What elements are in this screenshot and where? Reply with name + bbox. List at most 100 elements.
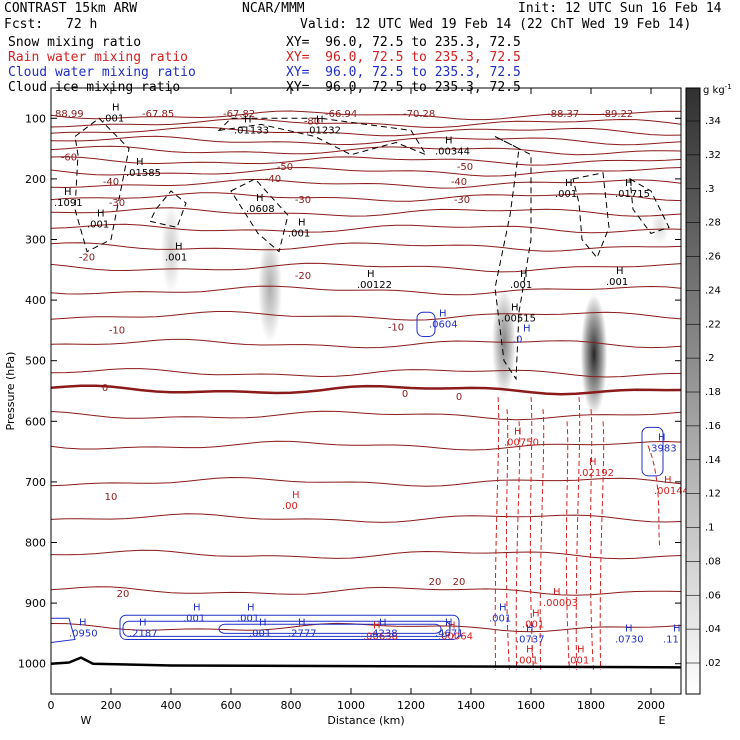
colorbar-tick-label: .3 [705, 184, 715, 195]
isotherm-line [51, 126, 681, 137]
isotherm-label: 20 [429, 577, 442, 588]
rain-label: .02192 [579, 468, 614, 479]
isotherm-line [51, 262, 681, 273]
isotherm-top-label: -70.28 [403, 109, 435, 120]
isotherm-line [51, 178, 681, 189]
snow-label: .01585 [126, 168, 161, 179]
snow-label-marker: H [367, 269, 375, 280]
rain-label: .00144 [654, 486, 689, 497]
isotherm-line [51, 384, 681, 396]
snow-label: .001 [288, 228, 310, 239]
rain-label: .00 [282, 501, 298, 512]
rain-contour [647, 445, 661, 549]
rain-label: .00750 [504, 438, 539, 449]
rain-label-marker: H [526, 645, 534, 656]
isotherm-label: -10 [109, 325, 125, 336]
colorbar-tick-label: .04 [705, 624, 721, 635]
isotherm-line [51, 145, 681, 156]
cloud-label-marker: H [139, 617, 147, 628]
x-tick-label: 1600 [517, 699, 545, 712]
cloud-label-marker: H [658, 433, 666, 444]
snow-label-marker: H [316, 114, 324, 125]
snow-label: .001 [165, 253, 187, 264]
colorbar-tick-label: .18 [705, 387, 721, 398]
isotherm-line [51, 110, 681, 121]
cloud-label-marker: H [193, 602, 201, 613]
isotherm-top-label: -89.22 [601, 109, 633, 120]
rain-label-marker: H [664, 475, 672, 486]
colorbar-tick-label: .1 [705, 523, 715, 534]
isotherm-line [51, 440, 681, 451]
snow-label: .001 [555, 189, 577, 200]
cloud-label: .3983 [648, 444, 677, 455]
snow-contour [149, 190, 187, 228]
y-tick-label: 600 [25, 415, 46, 428]
cloud-label: .4238 [369, 628, 398, 639]
rain-label-marker: H [589, 457, 597, 468]
rain-label-marker: H [373, 620, 381, 631]
colorbar-tick-label: .08 [705, 556, 721, 567]
isotherm-label: 0 [102, 383, 108, 394]
isotherm-label: -40 [451, 177, 467, 188]
snow-label-marker: H [256, 193, 264, 204]
cloud-label: .001 [183, 613, 205, 624]
isotherm-line [51, 410, 681, 421]
isotherm-label: -50 [277, 162, 293, 173]
snow-label: .001 [606, 277, 628, 288]
x-tick-label: 400 [161, 699, 182, 712]
rain-label-marker: H [514, 427, 522, 438]
colorbar-tick-label: .32 [705, 150, 721, 161]
axes: 0 200 400 600 800 1000 1200 1400 1600 1800 2000100… [18, 88, 681, 712]
isotherm-line [51, 242, 681, 252]
rain-label: .001 [522, 619, 544, 630]
colorbar-tick-label: .12 [705, 489, 721, 500]
isotherm-line [51, 513, 681, 523]
snow-contour [494, 136, 532, 381]
x-tick-label: 0 [48, 699, 55, 712]
cloud-label-marker: H [79, 617, 87, 628]
y-tick-label: 200 [25, 173, 46, 186]
snow-label-marker: H [298, 217, 306, 228]
y-tick-label: 500 [25, 355, 46, 368]
snow-label: .01232 [306, 125, 341, 136]
cloud-label: .0737 [516, 634, 545, 645]
field-snow-name: Snow mixing ratio [8, 35, 142, 50]
shaded-region [580, 294, 608, 416]
y-tick-label: 400 [25, 294, 46, 307]
snow-label: .01133 [234, 125, 269, 136]
cloud-label: .001 [249, 628, 271, 639]
isotherm-line [51, 156, 681, 166]
isotherm-label: -40 [265, 174, 281, 185]
isotherm-label: -30 [295, 195, 311, 206]
isotherm-label: -50 [457, 162, 473, 173]
cloud-label: .001 [489, 613, 511, 624]
x-tick-label: 1000 [337, 699, 365, 712]
cloud-label: .2187 [129, 628, 158, 639]
snow-label-marker: H [511, 302, 519, 313]
snow-label-marker: H [625, 178, 633, 189]
snow-contour [74, 117, 130, 253]
isotherm-label: -20 [295, 271, 311, 282]
isotherm-line [51, 118, 681, 128]
snow-label-marker: H [565, 178, 573, 189]
fcst-value: 72 h [66, 17, 98, 32]
field-rain-name: Rain water mixing ratio [8, 50, 189, 65]
snow-label-marker: H [520, 269, 528, 280]
temperature-isotherms [51, 110, 681, 633]
east-label: E [659, 714, 666, 727]
ground-surface [51, 656, 681, 669]
snow-label: .001 [102, 113, 124, 124]
colorbar-tick-label: .24 [705, 285, 721, 296]
isotherm-label: -30 [454, 195, 470, 206]
field-snow-xy: XY= 96.0, 72.5 to 235.3, 72.5 [286, 35, 521, 50]
isotherm-top-label: -66.94 [325, 109, 357, 120]
snow-contour [629, 177, 670, 234]
field-rain-xy: XY= 96.0, 72.5 to 235.3, 72.5 [286, 50, 521, 65]
rain-label: .00638 [363, 631, 398, 642]
isotherm-top-label: -88.37 [547, 109, 579, 120]
cloud-contour [416, 311, 436, 337]
rain-contour [539, 409, 545, 670]
y-axis-label: Pressure (hPa) [4, 352, 17, 431]
colorbar-unit-exp: -1 [725, 83, 732, 91]
